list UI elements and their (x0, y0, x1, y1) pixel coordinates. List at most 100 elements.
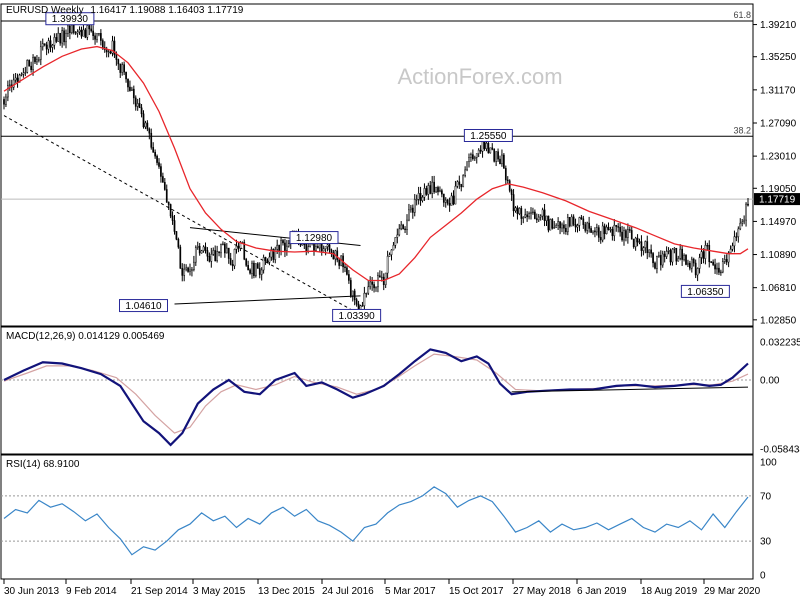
candle-body (373, 284, 374, 287)
candle-body (187, 268, 188, 272)
date-x-tick-label: 21 Sep 2014 (131, 586, 188, 597)
candle-body (315, 246, 316, 250)
price-y-tick-label: 1.35250 (760, 52, 797, 63)
candle-body (29, 60, 30, 66)
candle-body (736, 237, 737, 238)
candle-body (306, 244, 307, 251)
candle-body (488, 143, 489, 153)
candle-body (501, 155, 502, 164)
candle-body (565, 228, 566, 232)
candle-body (217, 252, 218, 261)
candle-body (627, 229, 628, 237)
candle-body (9, 85, 10, 86)
candle-body (100, 33, 101, 40)
candle-body (573, 217, 574, 224)
candle-body (286, 246, 287, 250)
candle-body (594, 231, 595, 232)
candle-body (668, 250, 669, 251)
candle-body (406, 220, 407, 229)
candle-body (674, 248, 675, 249)
candle-body (693, 259, 694, 263)
candle-body (69, 26, 70, 33)
candle-body (253, 263, 254, 276)
candle-body (651, 250, 652, 254)
candle-body (184, 269, 185, 275)
candle-body (158, 163, 159, 167)
rsi-y-tick-label: 70 (760, 491, 772, 502)
date-x-tick-label: 3 May 2015 (193, 586, 246, 597)
candle-body (77, 32, 78, 33)
candle-body (548, 216, 549, 230)
date-x-tick-label: 30 Jun 2013 (4, 586, 59, 597)
candle-body (118, 60, 119, 64)
candle-body (530, 212, 531, 213)
candle-body (288, 244, 289, 246)
candle-body (323, 249, 324, 251)
candle-body (660, 255, 661, 265)
candle-body (404, 229, 405, 230)
candle-body (740, 223, 741, 229)
candle-body (616, 225, 617, 226)
candle-body (416, 199, 417, 200)
candle-body (79, 30, 80, 32)
candle-body (137, 103, 138, 106)
candle-body (701, 252, 702, 258)
candle-body (356, 300, 357, 304)
candle-body (31, 66, 32, 70)
candle-body (540, 216, 541, 217)
candle-body (379, 276, 380, 278)
candle-body (42, 44, 43, 47)
candle-body (226, 248, 227, 253)
candle-body (166, 189, 167, 202)
candle-body (453, 196, 454, 204)
candle-body (418, 193, 419, 199)
candle-body (141, 108, 142, 114)
candle-body (559, 222, 560, 228)
candle-body (497, 152, 498, 159)
candle-body (455, 186, 456, 204)
candle-body (189, 270, 190, 272)
candle-body (399, 229, 400, 235)
last-price-label: 1.17719 (759, 195, 796, 206)
candle-body (633, 239, 634, 247)
candle-body (81, 30, 82, 36)
candle-body (120, 64, 121, 73)
candle-body (176, 231, 177, 239)
candle-body (527, 215, 528, 217)
candle-body (58, 33, 59, 41)
candle-body (468, 157, 469, 161)
candle-body (279, 245, 280, 251)
candle-body (546, 216, 547, 221)
candle-body (180, 247, 181, 268)
candle-body (172, 216, 173, 221)
candle-body (503, 155, 504, 168)
candle-body (513, 195, 514, 211)
candle-body (699, 258, 700, 269)
candle-body (375, 287, 376, 288)
candle-body (730, 249, 731, 253)
candle-body (583, 219, 584, 225)
candle-body (54, 37, 55, 45)
candle-body (257, 264, 258, 269)
candle-body (614, 225, 615, 236)
candle-body (544, 210, 545, 221)
candle-body (135, 98, 136, 107)
candle-body (267, 261, 268, 263)
candle-body (321, 243, 322, 251)
candle-body (525, 215, 526, 218)
candle-body (666, 251, 667, 256)
candle-body (222, 244, 223, 245)
candle-body (156, 156, 157, 162)
ohlc-close: 1.17719 (207, 5, 243, 16)
price-y-tick-label: 1.39210 (760, 20, 797, 31)
ohlc-open: 1.16417 (90, 5, 126, 16)
candle-body (747, 204, 748, 205)
candle-body (350, 280, 351, 295)
candle-body (131, 89, 132, 91)
candle-body (722, 262, 723, 272)
candle-body (48, 41, 49, 50)
candle-body (218, 252, 219, 253)
candle-body (23, 73, 24, 74)
candle-body (577, 225, 578, 227)
candle-body (83, 30, 84, 36)
